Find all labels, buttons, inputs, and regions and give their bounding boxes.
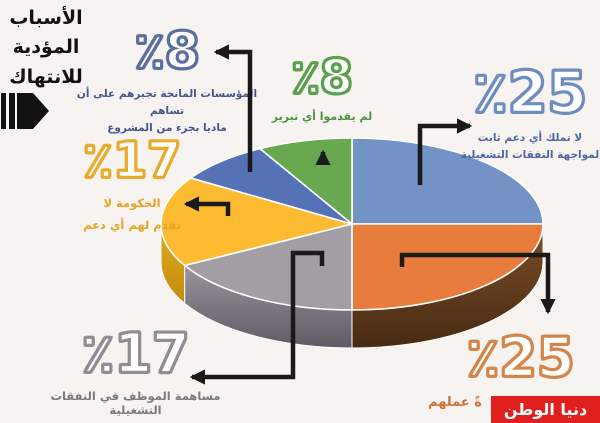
pie-slice-3[interactable] [160,177,353,267]
watermark-text: دنيا الوطن [503,400,588,419]
caption-line: لم يقدموا أي تبرير [271,110,373,123]
title-line-3: للانتهاك [9,65,83,88]
percent-value: ٪8 [290,49,353,106]
callout-employee-contribution: ٪17 مساهمة الموظف في النفقات التشغيلية [28,321,243,417]
callout-no-justification: ٪8 لم يقدموا أي تبرير [262,49,382,123]
callout-no-government-support: ٪17 الحكومة لا تقدم لهم أي دعم [66,131,198,237]
callout-no-fixed-support: ٪25 لا تملك أي دعم ثابت لمواجهة النفقات … [460,59,600,164]
percent-value: ٪17 [82,131,182,190]
pencil-arrow-icon [1,93,49,129]
percent-caption: الحكومة لا تقدم لهم أي دعم [66,193,198,237]
percent-caption: المؤسسات المانحة تجبرهم على أن تساهم ماد… [72,86,262,136]
orange-caption-fragment: ةً عملهم [428,395,482,410]
caption-line: لمواجهة النفقات التشغيلية [460,148,600,161]
percent-value: ٪8 [133,21,200,81]
callout-donor-institutions: ٪8 المؤسسات المانحة تجبرهم على أن تساهم … [72,21,262,136]
percent-value: ٪25 [465,325,575,390]
caption-line: لا تملك أي دعم ثابت [477,132,583,144]
percent-caption: لا تملك أي دعم ثابت لمواجهة النفقات التش… [460,130,600,164]
title-line-2: المؤدية [12,36,80,59]
percent-value: ٪17 [80,321,190,386]
caption-line: المؤسسات المانحة تجبرهم على أن تساهم [76,88,258,117]
watermark-badge: دنيا الوطن [491,396,600,423]
percent-caption: مساهمة الموظف في النفقات التشغيلية [28,389,243,417]
caption-line: مساهمة الموظف في النفقات التشغيلية [50,389,221,417]
percent-caption: لم يقدموا أي تبرير [262,110,382,123]
caption-line: الحكومة لا [103,196,161,210]
callout-orange-slice: ٪25 [448,325,593,390]
caption-line: تقدم لهم أي دعم [83,217,181,232]
percent-value: ٪25 [472,59,588,127]
title-line-1: الأسباب [9,7,83,29]
caption-line: ماديا بجزء من المشروع [107,121,227,134]
page-title: الأسباب المؤدية للانتهاك [4,4,88,92]
